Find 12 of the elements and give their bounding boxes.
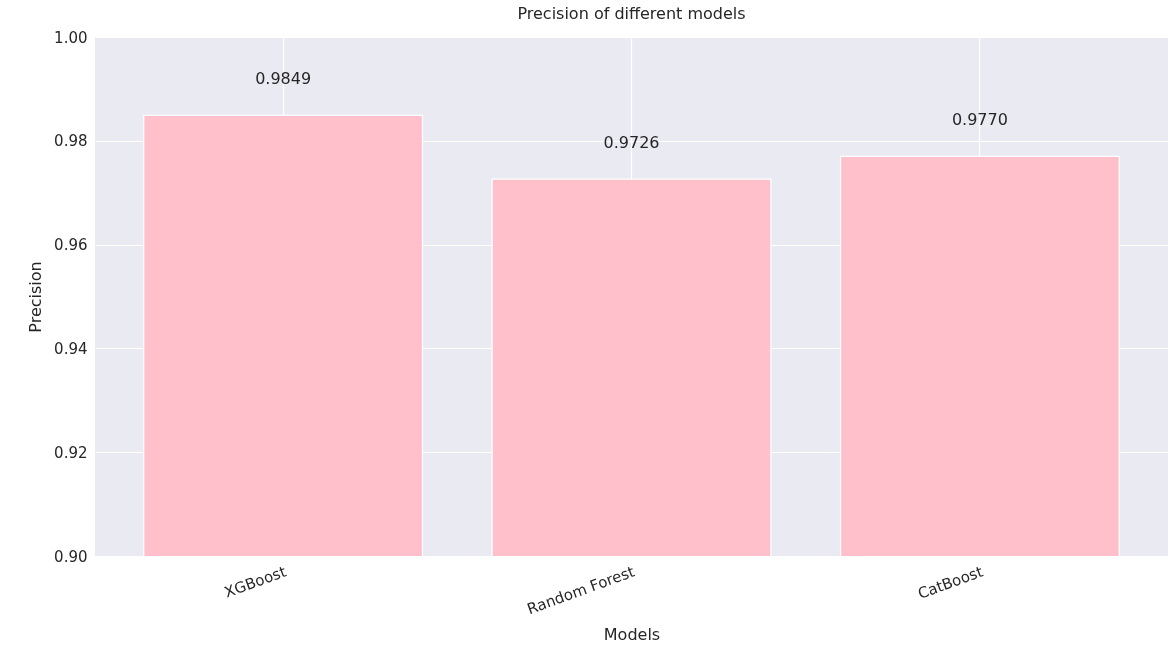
y-tick-label: 0.90 <box>54 547 88 566</box>
y-tick-label: 0.96 <box>54 236 88 255</box>
data-label: 0.9849 <box>255 69 312 89</box>
chart-title: Precision of different models <box>517 4 746 23</box>
data-label: 0.9726 <box>603 133 660 153</box>
y-tick-label: 1.00 <box>54 28 88 47</box>
data-label: 0.9770 <box>951 110 1008 130</box>
y-tick-label: 0.94 <box>54 339 88 358</box>
x-axis-title: Models <box>603 625 661 645</box>
y-tick-label: 0.92 <box>54 443 88 462</box>
y-tick-label: 0.98 <box>54 132 88 151</box>
y-axis-title: Precision <box>26 261 46 333</box>
